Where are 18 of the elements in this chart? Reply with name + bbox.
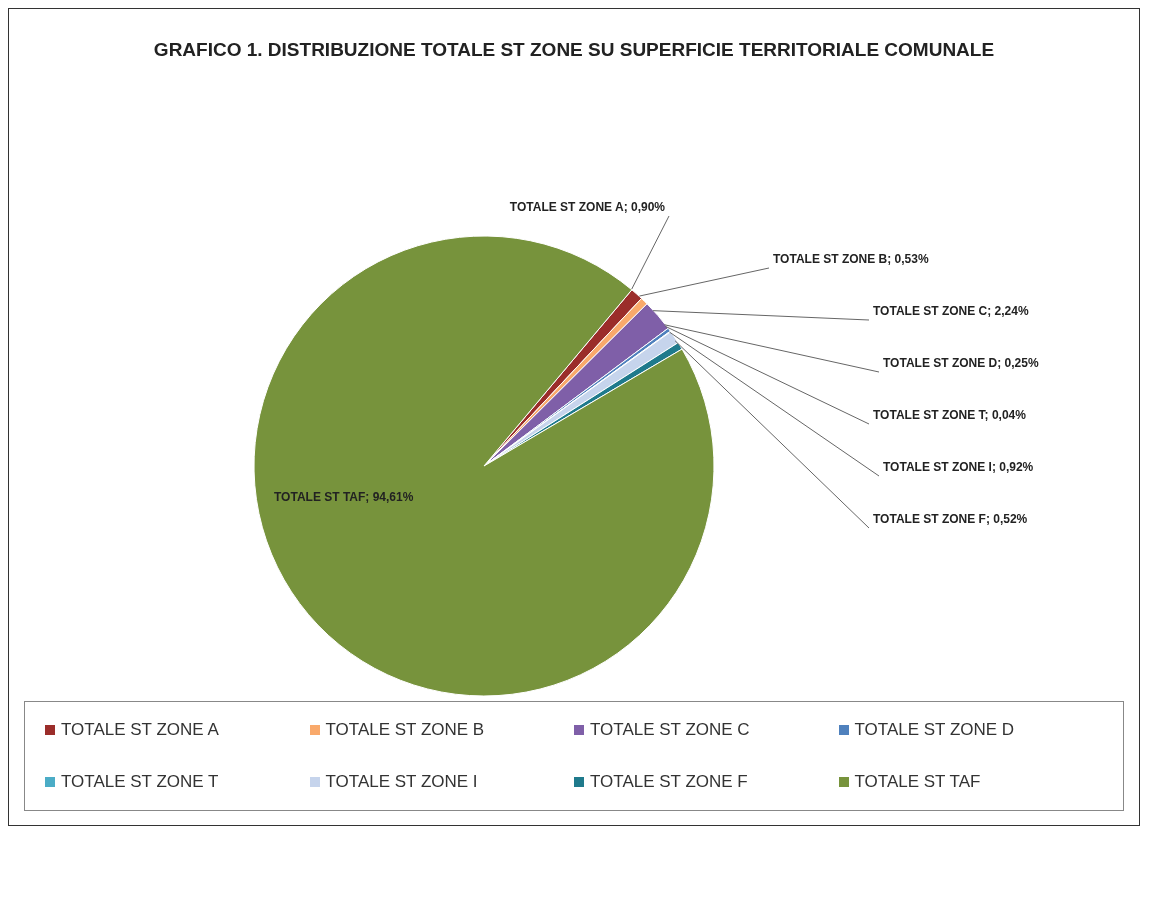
data-label: TOTALE ST TAF; 94,61% [274,490,414,504]
data-label: TOTALE ST ZONE I; 0,92% [883,460,1034,474]
data-label: TOTALE ST ZONE T; 0,04% [873,408,1027,422]
legend-label: TOTALE ST ZONE B [325,720,485,740]
legend-label: TOTALE ST ZONE D [854,720,1015,740]
data-label: TOTALE ST ZONE F; 0,52% [873,512,1028,526]
legend-label: TOTALE ST ZONE C [590,720,750,740]
legend-label: TOTALE ST ZONE T [61,772,219,792]
data-label: TOTALE ST ZONE D; 0,25% [883,356,1039,370]
data-label: TOTALE ST ZONE A; 0,90% [509,200,666,214]
pie-slice [253,235,715,697]
legend-label: TOTALE ST ZONE A [61,720,219,740]
chart-title: GRAFICO 1. DISTRIBUZIONE TOTALE ST ZONE SU SUPERFICIE TERRITORIALE COMUNALE [152,39,996,61]
legend-label: TOTALE ST ZONE F [590,772,748,792]
data-label: TOTALE ST ZONE B; 0,53% [773,252,929,266]
legend-label: TOTALE ST TAF [854,772,981,792]
legend-label: TOTALE ST ZONE I [325,772,478,792]
data-label: TOTALE ST ZONE C; 2,24% [873,304,1029,318]
